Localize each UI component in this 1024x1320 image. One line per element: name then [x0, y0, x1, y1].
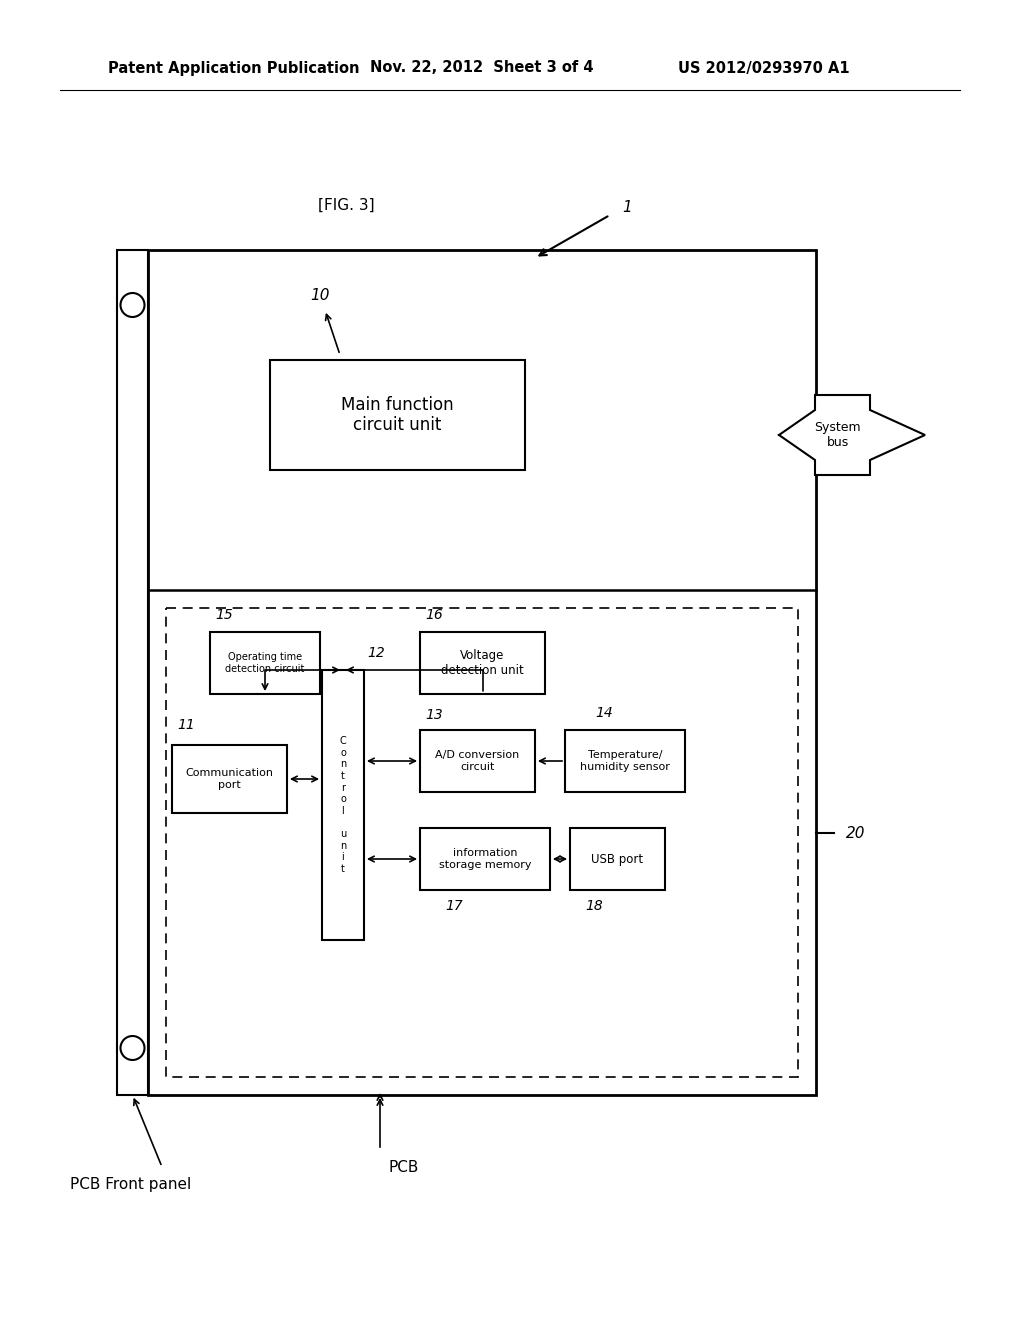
Text: information
storage memory: information storage memory	[438, 849, 531, 870]
FancyBboxPatch shape	[420, 828, 550, 890]
Text: 18: 18	[585, 899, 603, 913]
Text: 10: 10	[310, 288, 330, 302]
Text: 16: 16	[425, 609, 442, 622]
Circle shape	[121, 1036, 144, 1060]
Text: 17: 17	[445, 899, 463, 913]
FancyBboxPatch shape	[117, 249, 148, 1096]
FancyBboxPatch shape	[322, 671, 364, 940]
Text: Nov. 22, 2012  Sheet 3 of 4: Nov. 22, 2012 Sheet 3 of 4	[370, 61, 594, 75]
FancyBboxPatch shape	[148, 249, 816, 1096]
FancyBboxPatch shape	[210, 632, 319, 694]
FancyBboxPatch shape	[565, 730, 685, 792]
Text: Patent Application Publication: Patent Application Publication	[108, 61, 359, 75]
Text: System
bus: System bus	[814, 421, 861, 449]
Text: C
o
n
t
r
o
l
 
u
n
i
t: C o n t r o l u n i t	[340, 737, 346, 874]
Text: US 2012/0293970 A1: US 2012/0293970 A1	[678, 61, 850, 75]
FancyBboxPatch shape	[270, 360, 525, 470]
Polygon shape	[779, 395, 925, 475]
FancyBboxPatch shape	[420, 632, 545, 694]
FancyBboxPatch shape	[172, 744, 287, 813]
Text: PCB Front panel: PCB Front panel	[70, 1177, 191, 1192]
Text: Voltage
detection unit: Voltage detection unit	[441, 649, 524, 677]
Text: A/D conversion
circuit: A/D conversion circuit	[435, 750, 519, 772]
Text: 14: 14	[595, 706, 612, 719]
FancyBboxPatch shape	[420, 730, 535, 792]
Text: 12: 12	[367, 645, 385, 660]
Text: Operating time
detection circuit: Operating time detection circuit	[225, 652, 305, 673]
Circle shape	[121, 293, 144, 317]
Text: 13: 13	[425, 708, 442, 722]
FancyBboxPatch shape	[166, 609, 798, 1077]
Text: 11: 11	[177, 718, 195, 733]
Text: 15: 15	[215, 609, 232, 622]
FancyBboxPatch shape	[570, 828, 665, 890]
Text: Temperature/
humidity sensor: Temperature/ humidity sensor	[580, 750, 670, 772]
Text: 1: 1	[622, 199, 632, 214]
Text: Communication
port: Communication port	[185, 768, 273, 789]
Text: PCB: PCB	[388, 1159, 419, 1175]
Text: [FIG. 3]: [FIG. 3]	[318, 198, 375, 213]
Text: USB port: USB port	[592, 853, 643, 866]
Text: Main function
circuit unit: Main function circuit unit	[341, 396, 454, 434]
Text: 20: 20	[846, 825, 865, 841]
